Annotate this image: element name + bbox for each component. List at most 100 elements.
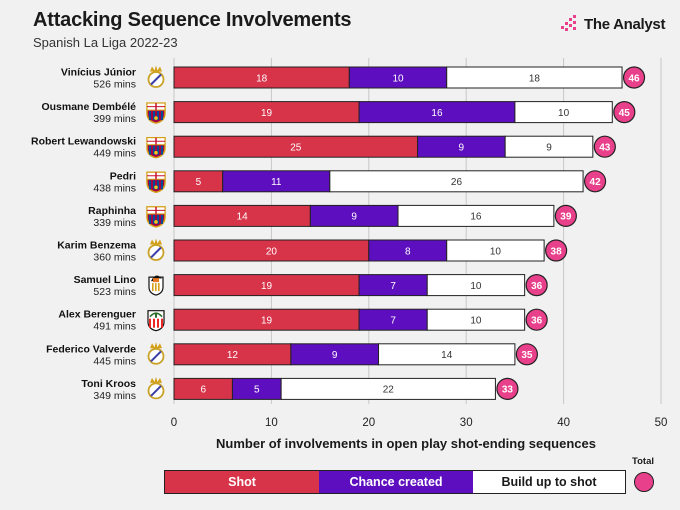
legend-shot: Shot: [165, 471, 319, 493]
player-minutes: 523 mins: [93, 286, 136, 298]
x-axis-label: Number of involvements in open play shot…: [216, 436, 596, 451]
real-madrid-badge-icon: [147, 342, 165, 365]
badge-stripe: [158, 283, 160, 292]
badge-stripe: [149, 145, 151, 155]
bar-value-label: 7: [390, 281, 396, 292]
badge-stripe: [161, 318, 163, 328]
badge-stripe: [157, 180, 159, 190]
total-value-label: 33: [502, 385, 514, 396]
barcelona-badge-icon: [146, 171, 166, 194]
badge-stripe: [153, 145, 155, 155]
player-name: Alex Berenguer: [58, 309, 136, 321]
bar-build-up: [504, 135, 594, 158]
bar-value-label: 5: [254, 385, 260, 396]
badge-ball: [154, 220, 158, 224]
bar-value-label: 18: [256, 73, 268, 84]
chart-title: Attacking Sequence Involvements: [33, 9, 352, 31]
x-tick-label: 50: [655, 417, 668, 429]
bar-build-up: [426, 308, 526, 331]
player-minutes: 349 mins: [93, 390, 136, 402]
badge-stripe: [149, 111, 151, 121]
badge-stripe: [161, 180, 163, 190]
total-value-label: 43: [599, 143, 611, 154]
total-value-label: 42: [590, 177, 602, 188]
bar-build-up: [329, 170, 584, 193]
bar-value-label: 26: [451, 177, 463, 188]
badge-band: [150, 385, 162, 397]
badge-band: [150, 246, 162, 259]
bar-build-up: [446, 239, 545, 262]
badge-band: [150, 350, 162, 363]
player-minutes: 360 mins: [93, 252, 136, 264]
real-madrid-badge-icon: [147, 65, 165, 88]
bar-value-label: 10: [470, 281, 482, 292]
player-name: Ousmane Dembélé: [41, 101, 136, 113]
badge-stripe: [157, 318, 159, 328]
total-value-label: 38: [551, 246, 563, 257]
total-value-label: 35: [521, 350, 533, 361]
bar-build-up: [426, 274, 526, 297]
bar-value-label: 9: [459, 143, 465, 154]
bar-value-label: 25: [290, 143, 302, 154]
player-name: Federico Valverde: [46, 343, 136, 355]
player-minutes: 449 mins: [93, 148, 136, 160]
total-marker: [613, 100, 636, 124]
total-value-label: 36: [531, 281, 543, 292]
x-tick-label: 30: [460, 417, 473, 429]
total-value-label: 46: [628, 73, 640, 84]
bar-value-label: 9: [332, 350, 338, 361]
badge-stripe: [153, 111, 155, 121]
total-marker: [583, 170, 607, 193]
bar-value-label: 14: [441, 350, 453, 361]
player-name: Samuel Lino: [74, 274, 136, 286]
player-name: Pedri: [110, 170, 136, 182]
bar-value-label: 18: [529, 73, 541, 84]
player-name: Karim Benzema: [57, 240, 136, 252]
bar-build-up: [446, 66, 623, 89]
badge-crown: [150, 238, 162, 245]
badge-stripe: [157, 214, 159, 224]
badge-ball: [154, 116, 158, 120]
badge-stripe: [161, 111, 163, 121]
legend-total-label: Total: [632, 456, 654, 467]
player-minutes: 526 mins: [93, 79, 136, 91]
brand-name: The Analyst: [584, 15, 666, 33]
bar-value-label: 12: [227, 350, 239, 361]
badge-stripe: [157, 111, 159, 121]
bar-build-up: [378, 343, 516, 366]
badge-stripe: [161, 214, 163, 224]
badge-stripe: [155, 283, 157, 292]
bar-build-up: [514, 101, 613, 124]
bar-value-label: 14: [237, 212, 249, 223]
bar-value-label: 11: [271, 177, 282, 188]
badge-ball: [154, 185, 158, 190]
bar-value-label: 10: [490, 246, 502, 257]
badge-crown: [150, 342, 162, 349]
player-name: Vinícius Júnior: [61, 67, 136, 79]
real-madrid-badge-icon: [147, 376, 165, 400]
player-name: Robert Lewandowski: [31, 136, 136, 148]
total-marker: [496, 377, 519, 400]
badge-tree: [155, 312, 157, 318]
badge-stripe: [152, 283, 154, 292]
badge-ball: [154, 150, 158, 155]
badge-stripe: [149, 318, 151, 328]
player-minutes: 399 mins: [93, 113, 136, 125]
bar-value-label: 6: [200, 385, 206, 396]
player-name: Toni Kroos: [81, 378, 136, 390]
athletic-badge-icon: [147, 310, 165, 332]
valencia-badge-icon: [148, 275, 164, 296]
total-marker: [525, 308, 548, 331]
badge-stripe: [157, 145, 159, 155]
bar-value-label: 19: [261, 108, 273, 119]
barcelona-badge-icon: [146, 136, 166, 159]
bar-value-label: 7: [390, 316, 396, 327]
player-minutes: 339 mins: [93, 217, 136, 229]
bar-value-label: 5: [196, 177, 202, 188]
total-marker: [545, 239, 568, 262]
bar-value-label: 19: [261, 316, 273, 327]
chart-subtitle: Spanish La Liga 2022-23: [33, 35, 178, 50]
badge-stripe: [153, 214, 155, 224]
bar-build-up: [280, 377, 496, 400]
x-tick-label: 20: [362, 417, 375, 429]
